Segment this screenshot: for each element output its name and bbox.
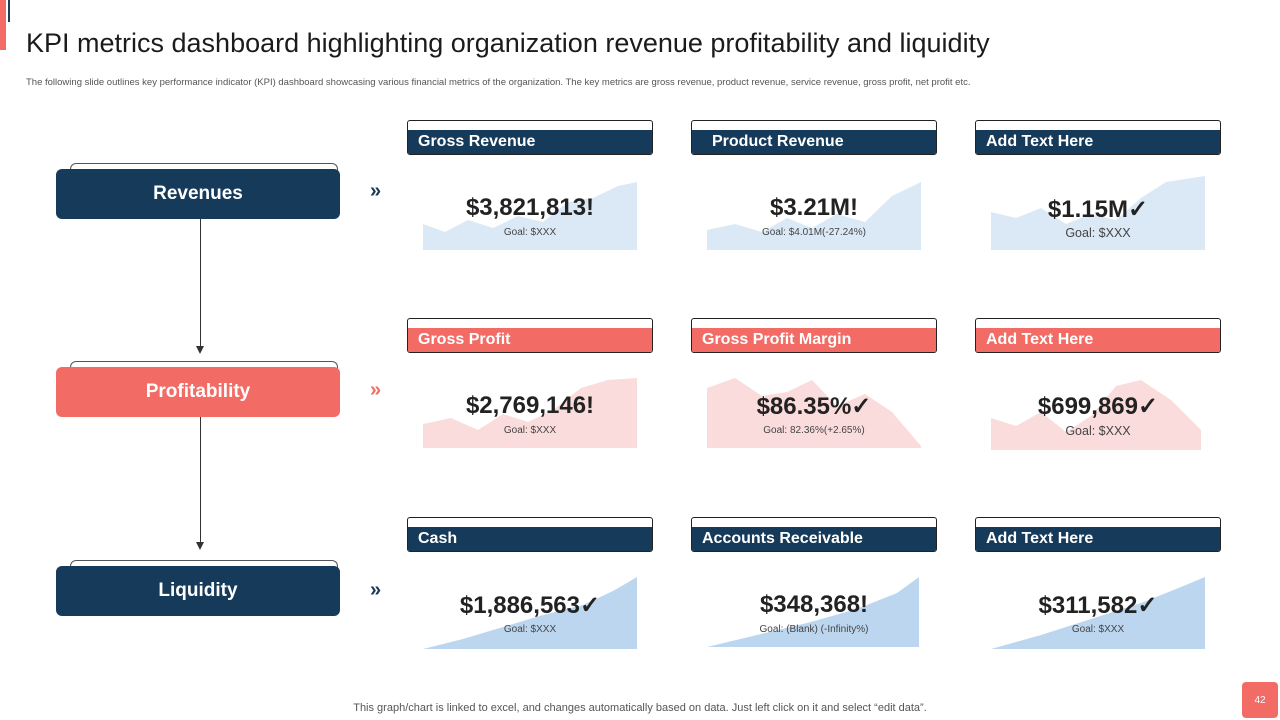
arrow-down-icon (196, 542, 204, 550)
footer-note: This graph/chart is linked to excel, and… (353, 702, 927, 714)
kpi-value: $311,582✓ (1038, 592, 1158, 619)
card-title: Add Text Here (976, 527, 1220, 551)
kpi-goal: Goal: $XXX (1065, 424, 1131, 438)
card-header: Add Text Here (975, 517, 1221, 552)
card-header: Gross Profit Margin (691, 318, 937, 353)
sparkline-area (423, 577, 637, 649)
card-title: Add Text Here (976, 130, 1220, 154)
accent-bar-thin (8, 0, 10, 22)
card-title: Gross Revenue (408, 130, 652, 154)
sparkline-area (707, 378, 921, 448)
section-tab-revenues (70, 163, 338, 171)
kpi-card-add-text-1[interactable]: Add Text Here $1.15M✓ Goal: $XXX (975, 120, 1221, 256)
kpi-card-cash[interactable]: Cash $1,886,563✓ Goal: $XXX (407, 517, 653, 653)
kpi-value: $1.15M✓ (1047, 196, 1149, 223)
kpi-value: $3,821,813! (465, 194, 595, 221)
chevron-right-icon: » (370, 180, 382, 202)
card-title: Add Text Here (976, 328, 1220, 352)
kpi-value: $3.21M! (769, 194, 859, 221)
kpi-card-add-text-3[interactable]: Add Text Here $311,582✓ Goal: $XXX (975, 517, 1221, 653)
kpi-goal: Goal: $4.01M(-27.24%) (762, 227, 866, 238)
card-title: Accounts Receivable (692, 527, 936, 551)
card-header: Add Text Here (975, 318, 1221, 353)
sparkline-area (707, 182, 921, 250)
card-title: Gross Profit (408, 328, 652, 352)
connector-line (200, 219, 201, 347)
kpi-goal: Goal: (Blank) (-Infinity%) (759, 624, 869, 635)
card-header: Product Revenue (691, 120, 937, 155)
card-header: Add Text Here (975, 120, 1221, 155)
page-number: 42 (1242, 682, 1278, 718)
section-profitability: Profitability (56, 367, 340, 417)
kpi-card-accounts-receivable[interactable]: Accounts Receivable $348,368! Goal: (Bla… (691, 517, 937, 653)
card-header: Cash (407, 517, 653, 552)
kpi-card-gross-revenue[interactable]: Gross Revenue $3,821,813! Goal: $XXX (407, 120, 653, 256)
connector-line (200, 417, 201, 543)
card-header: Gross Revenue (407, 120, 653, 155)
kpi-goal: Goal: $XXX (503, 624, 557, 635)
kpi-goal: Goal: 82.36%(+2.65%) (763, 425, 865, 436)
kpi-goal: Goal: $XXX (503, 425, 557, 436)
card-title: Gross Profit Margin (692, 328, 936, 352)
slide-title: KPI metrics dashboard highlighting organ… (26, 28, 990, 58)
kpi-card-gross-profit[interactable]: Gross Profit $2,769,146! Goal: $XXX (407, 318, 653, 454)
sparkline-area (423, 378, 637, 448)
sparkline-area (423, 182, 637, 250)
chevron-right-icon: » (370, 579, 382, 601)
section-tab-liquidity (70, 560, 338, 568)
kpi-value: $2,769,146! (465, 392, 595, 419)
slide-subtitle: The following slide outlines key perform… (26, 77, 971, 88)
chevron-right-icon: » (370, 379, 382, 401)
card-header: Accounts Receivable (691, 517, 937, 552)
kpi-value: $699,869✓ (1037, 393, 1159, 420)
card-header: Gross Profit (407, 318, 653, 353)
sparkline-area (991, 176, 1205, 250)
kpi-card-product-revenue[interactable]: Product Revenue $3.21M! Goal: $4.01M(-27… (691, 120, 937, 256)
kpi-value: $348,368! (759, 591, 869, 618)
kpi-value: $1,886,563✓ (459, 592, 601, 619)
kpi-goal: Goal: $XXX (503, 227, 557, 238)
accent-bar (0, 0, 6, 50)
card-title: Cash (408, 527, 652, 551)
sparkline-area (991, 380, 1201, 450)
kpi-goal: Goal: $XXX (1065, 226, 1131, 240)
sparkline-area (991, 577, 1205, 649)
kpi-value: $86.35%✓ (756, 393, 872, 420)
kpi-card-gross-profit-margin[interactable]: Gross Profit Margin $86.35%✓ Goal: 82.36… (691, 318, 937, 454)
sparkline-area (707, 577, 919, 647)
section-tab-profitability (70, 361, 338, 369)
arrow-down-icon (196, 346, 204, 354)
section-liquidity: Liquidity (56, 566, 340, 616)
kpi-goal: Goal: $XXX (1071, 624, 1125, 635)
section-revenues: Revenues (56, 169, 340, 219)
kpi-card-add-text-2[interactable]: Add Text Here $699,869✓ Goal: $XXX (975, 318, 1221, 454)
card-title: Product Revenue (692, 130, 936, 154)
